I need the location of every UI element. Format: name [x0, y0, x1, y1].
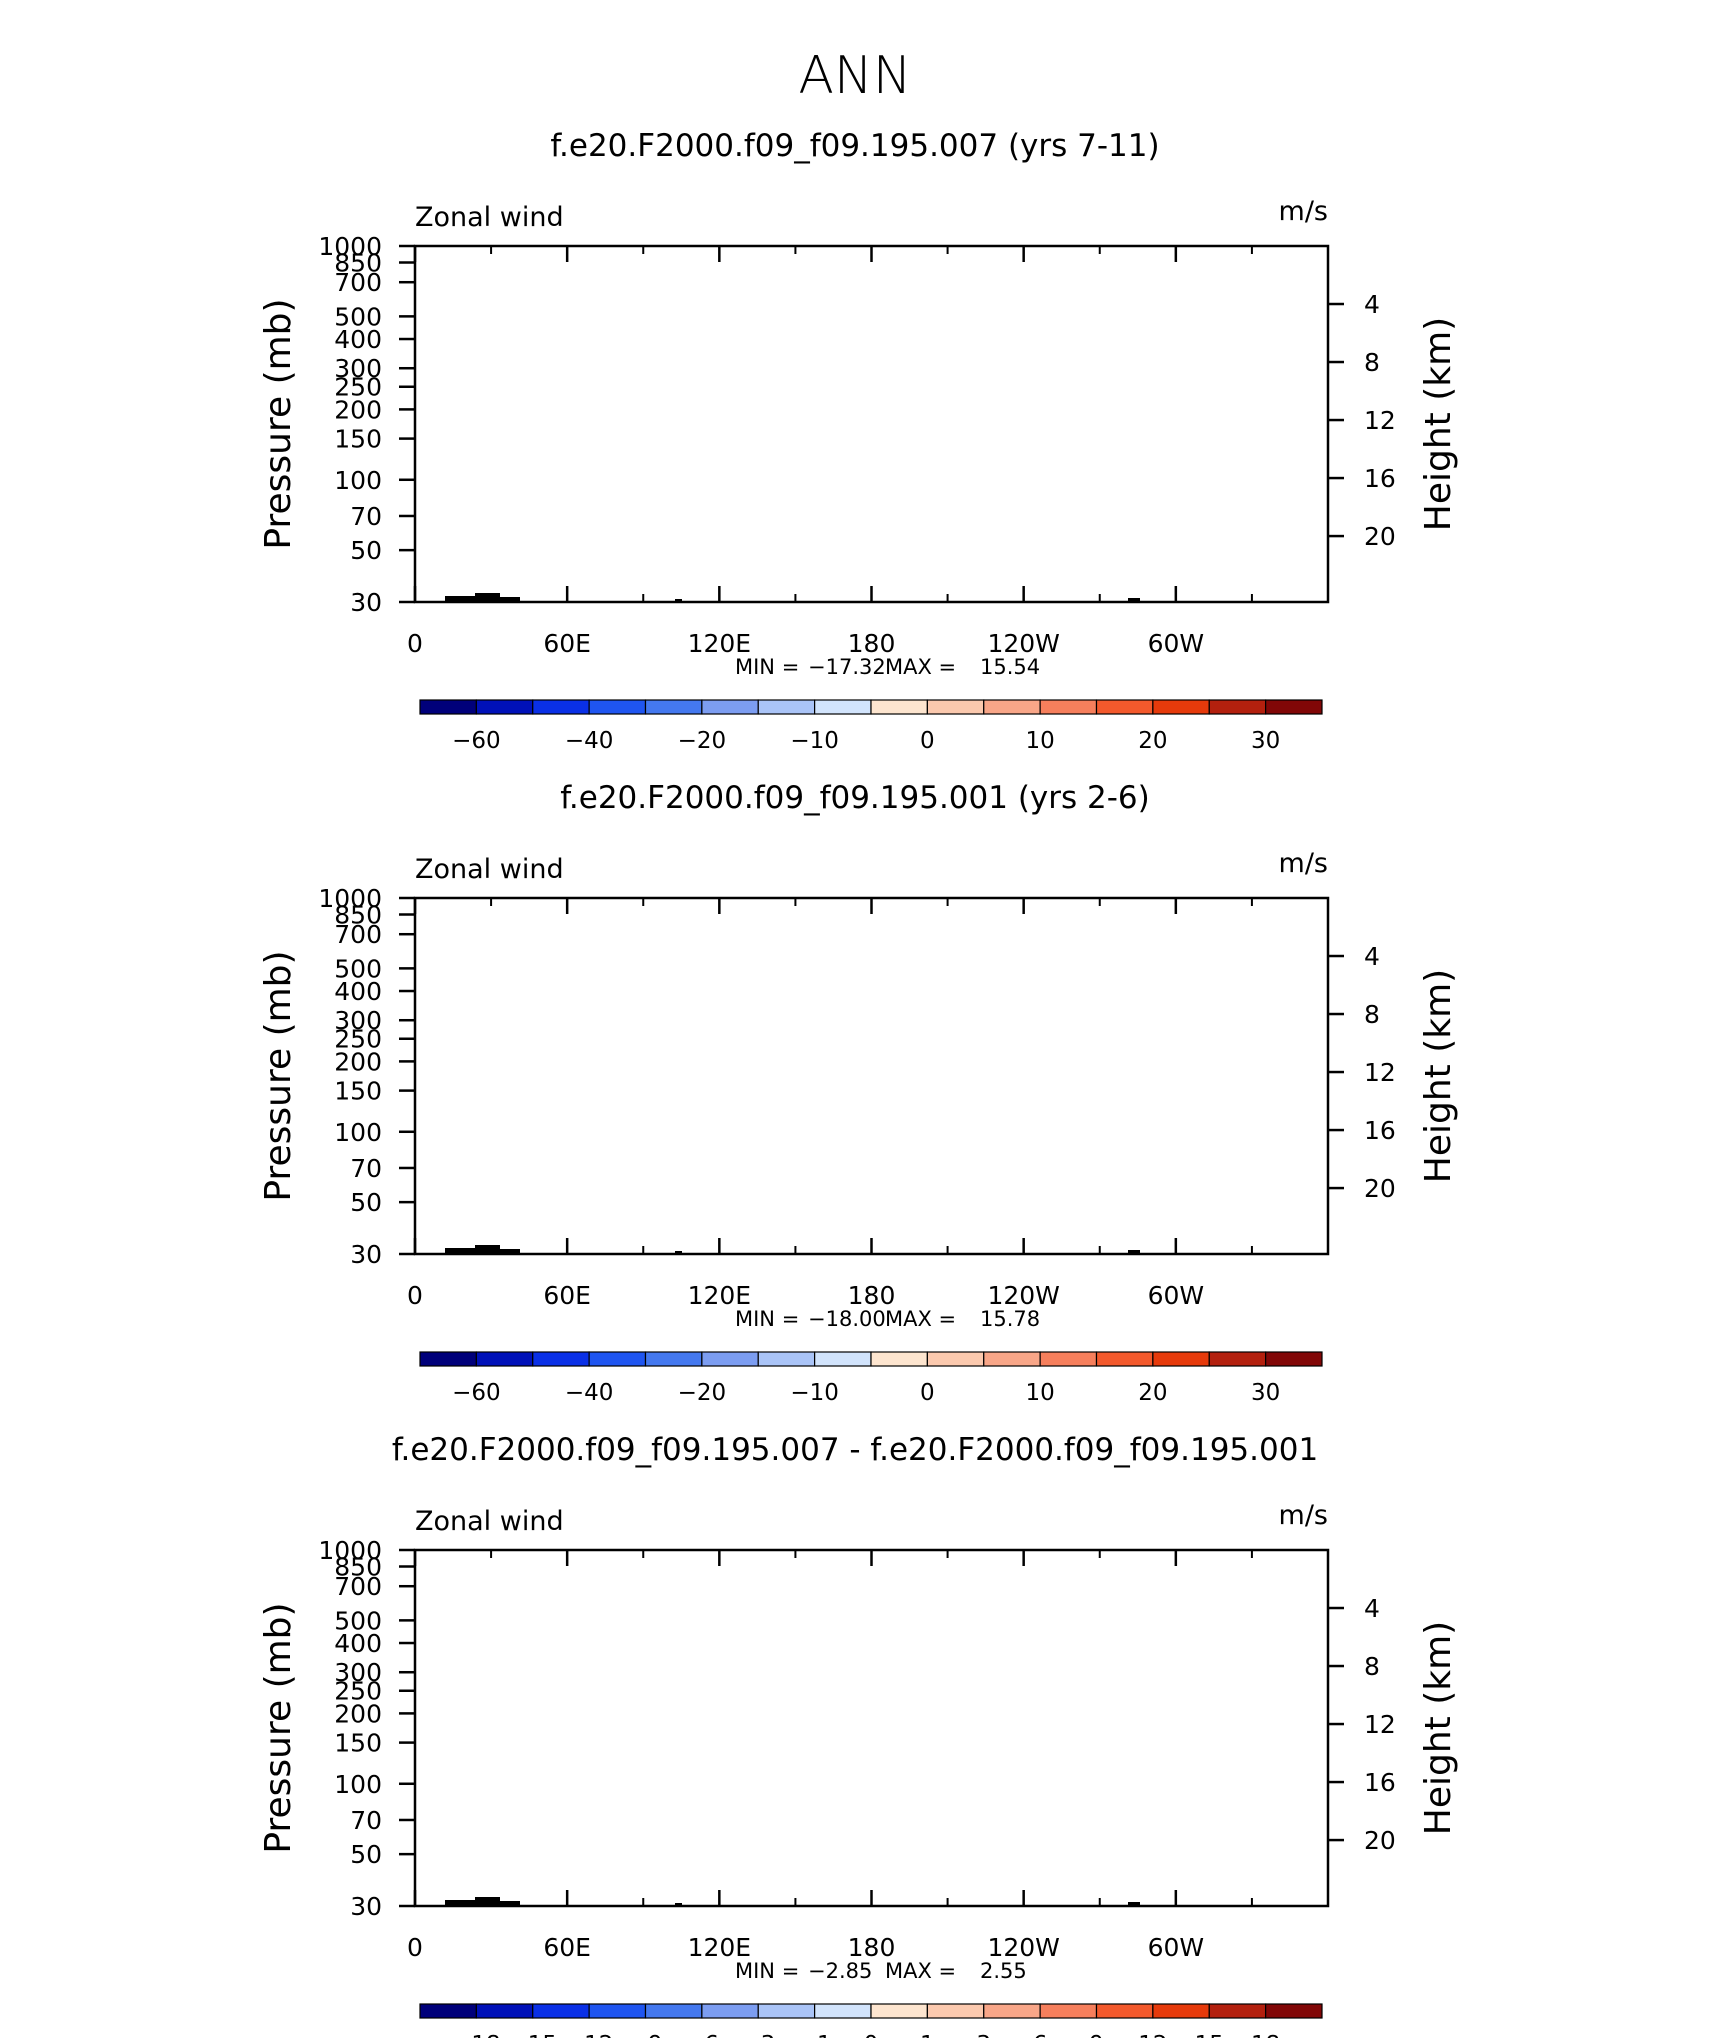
max-value: 15.54 [980, 655, 1040, 679]
x-tick-label: 0 [407, 629, 423, 658]
pressure-tick-label: 300 [334, 354, 382, 383]
y-axis-label-right: Height (km) [1418, 317, 1459, 531]
pressure-tick-label: 850 [334, 248, 382, 277]
x-tick-label: 120E [688, 629, 752, 658]
pressure-tick-label: 700 [334, 268, 382, 297]
colorbar-box [1152, 699, 1210, 715]
topography-block [675, 599, 682, 602]
pressure-tick-label: 400 [334, 325, 382, 354]
min-value: −17.32 [808, 655, 886, 679]
x-tick-label: 180 [848, 629, 896, 658]
pressure-tick-label: 150 [334, 425, 382, 454]
colorbar-box [870, 699, 928, 715]
colorbar-box [983, 699, 1041, 715]
height-tick-label: 8 [1364, 348, 1380, 377]
topography-block [475, 593, 500, 602]
colorbar-box [1095, 699, 1154, 715]
panel-1: f.e20.F2000.f09_f09.195.007 (yrs 7-11) Zo… [258, 128, 1459, 754]
max-label: MAX = [885, 655, 956, 679]
pressure-tick-label: 30 [350, 588, 382, 617]
pressure-tick-label: 250 [334, 373, 382, 402]
colorbar-box [1039, 699, 1098, 715]
colorbar-box [757, 699, 816, 715]
colorbar-box [926, 699, 985, 715]
min-label: MIN = [735, 655, 799, 679]
pressure-tick-label: 200 [334, 395, 382, 424]
topography-block [1128, 598, 1140, 602]
topography-block [500, 597, 520, 602]
colorbar-label: 30 [1251, 728, 1280, 754]
height-tick-label: 16 [1364, 464, 1396, 493]
colorbar-label: −20 [678, 728, 727, 754]
colorbar-box [701, 699, 759, 715]
colorbar-box [475, 699, 534, 715]
height-tick-label: 12 [1364, 406, 1396, 435]
colorbar-box [532, 699, 590, 715]
colorbar-label: −60 [452, 728, 501, 754]
pressure-tick-label: 50 [350, 536, 382, 565]
units-label: m/s [1279, 196, 1328, 227]
colorbar-label: 10 [1025, 728, 1054, 754]
topography-block [445, 596, 475, 602]
pressure-tick-label: 70 [350, 502, 382, 531]
x-tick-label: 60E [543, 629, 591, 658]
panel-2: f.e20.F2000.f09_f09.195.001 (yrs 2-6) Zon… [258, 780, 1459, 1406]
colorbar-label: 20 [1138, 728, 1167, 754]
colorbar-label: 0 [920, 728, 935, 754]
pressure-tick-label: 1000 [318, 232, 382, 261]
y-axis-label-left: Pressure (mb) [258, 298, 299, 549]
colorbar-box [588, 699, 647, 715]
colorbar-box [1265, 699, 1323, 715]
colorbar-box [814, 699, 872, 715]
colorbar-box [1208, 699, 1267, 715]
main-title: ANN [798, 46, 911, 106]
x-tick-label: 120W [987, 629, 1059, 658]
pressure-tick-label: 100 [334, 466, 382, 495]
plot-frame [413, 244, 1330, 604]
x-tick-label: 60W [1148, 629, 1205, 658]
variable-label: Zonal wind [415, 202, 564, 233]
height-tick-label: 4 [1364, 290, 1380, 319]
panel-title: f.e20.F2000.f09_f09.195.001 (yrs 2-6) [560, 780, 1150, 816]
topography [445, 593, 1140, 602]
height-tick-label: 20 [1364, 522, 1396, 551]
variable-label: Zonal wind [415, 854, 564, 885]
units-label: m/s [1279, 848, 1328, 879]
pressure-tick-label: 500 [334, 302, 382, 331]
colorbar-box [419, 699, 477, 715]
colorbar-label: −10 [790, 728, 839, 754]
panel-title: f.e20.F2000.f09_f09.195.007 (yrs 7-11) [550, 128, 1159, 164]
colorbar-box [644, 699, 703, 715]
colorbar-label: −40 [565, 728, 614, 754]
